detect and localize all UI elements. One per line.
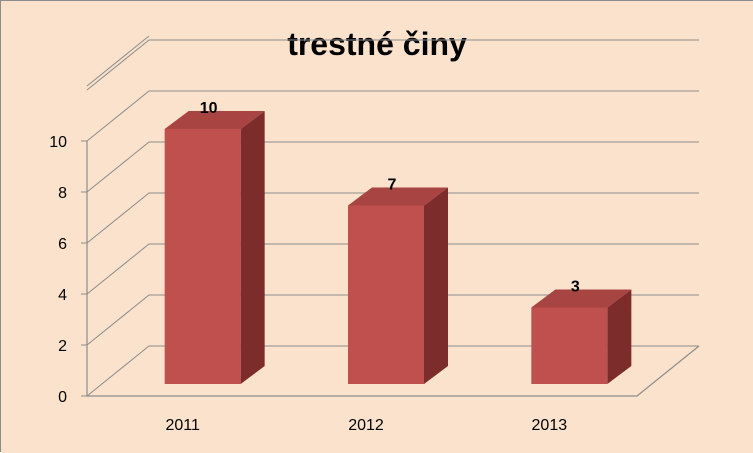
axis-frame [86, 141, 700, 397]
gridline [86, 141, 699, 193]
data-label: 10 [200, 100, 218, 117]
y-axis-ticks: 0 2 4 6 8 10 [49, 134, 87, 406]
bar [531, 289, 632, 384]
x-tick-label: 2011 [165, 417, 200, 434]
y-tick-label: 0 [58, 389, 67, 406]
y-tick-label: 6 [58, 236, 67, 253]
bar-front [531, 307, 608, 384]
gridline [86, 192, 699, 244]
bar-top [164, 111, 265, 129]
x-tick-label: 2013 [532, 417, 568, 434]
x-axis-ticks: 2011 2012 2013 [165, 417, 567, 434]
data-label: 7 [388, 177, 397, 194]
y-tick-label: 8 [58, 185, 67, 202]
gridline [86, 345, 699, 397]
bar-side [607, 289, 632, 384]
bar-top [348, 187, 448, 206]
bar-side [240, 111, 265, 384]
bar-side [424, 187, 448, 384]
gridline [86, 39, 699, 91]
bars [164, 111, 632, 384]
back-wall-edge [86, 35, 150, 87]
gridline [86, 90, 699, 142]
gridline [86, 243, 699, 295]
y-tick-label: 4 [58, 287, 67, 304]
gridline [86, 294, 699, 346]
bar [348, 187, 448, 384]
bar-front [348, 205, 424, 384]
chart-title: trestné činy [287, 26, 467, 62]
chart-walls [86, 35, 700, 397]
data-labels: 10 7 3 [200, 100, 580, 296]
x-tick-label: 2012 [348, 417, 384, 434]
bar [164, 111, 265, 384]
bar-front [164, 129, 241, 384]
y-tick-label: 2 [58, 338, 67, 355]
bar-top [531, 289, 632, 308]
gridlines [86, 39, 699, 397]
data-label: 3 [571, 279, 580, 296]
y-tick-label: 10 [49, 134, 67, 151]
